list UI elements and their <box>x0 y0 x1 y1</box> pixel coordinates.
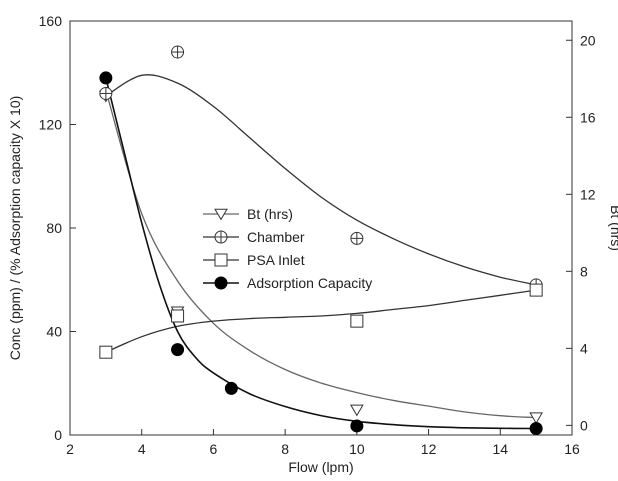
x-tick-label: 4 <box>138 441 146 457</box>
y-left-tick-label: 0 <box>54 427 62 443</box>
y-right-tick-label: 0 <box>580 417 588 433</box>
y-left-tick-label: 120 <box>39 117 63 133</box>
y-axis-left-title: Conc (ppm) / (% Adsorption capacity X 10… <box>7 96 23 361</box>
legend-marker <box>214 230 228 244</box>
data-point-series-3 <box>350 419 364 433</box>
plot-frame <box>69 20 573 436</box>
legend-label: PSA Inlet <box>247 252 305 268</box>
x-tick-label: 2 <box>66 441 74 457</box>
x-axis-title: Flow (lpm) <box>288 459 353 475</box>
data-point-series-2 <box>529 283 543 297</box>
x-tick-label: 16 <box>564 441 580 457</box>
y-right-tick-label: 8 <box>580 263 588 279</box>
data-point-series-3 <box>224 381 238 395</box>
data-point-series-2 <box>99 345 113 359</box>
y-left-tick-label: 80 <box>46 220 62 236</box>
data-point-series-3 <box>171 343 185 357</box>
series-curve-1 <box>105 74 537 286</box>
legend-label: Adsorption Capacity <box>247 275 372 291</box>
series-curve-2 <box>105 289 537 353</box>
legend-label: Chamber <box>247 229 305 245</box>
data-point-series-1 <box>99 86 113 100</box>
y-right-tick-label: 4 <box>580 340 588 356</box>
y-axis-right-title: Bt (hrs) <box>608 205 618 251</box>
data-point-series-0 <box>349 404 364 417</box>
x-tick-label: 10 <box>349 441 365 457</box>
data-point-series-0 <box>529 412 544 425</box>
series-curve-0 <box>105 90 537 419</box>
data-point-series-2 <box>171 309 185 323</box>
series-curve-3 <box>105 77 537 430</box>
legend-label: Bt (hrs) <box>247 206 293 222</box>
data-point-series-3 <box>529 422 543 436</box>
y-right-tick-label: 16 <box>580 109 596 125</box>
legend-marker <box>214 276 228 290</box>
legend-marker <box>214 253 228 267</box>
y-right-tick-label: 12 <box>580 186 596 202</box>
y-left-tick-label: 160 <box>39 13 63 29</box>
data-point-series-3 <box>99 71 113 85</box>
data-point-series-1 <box>350 231 364 245</box>
x-tick-label: 6 <box>210 441 218 457</box>
y-left-tick-label: 40 <box>46 324 62 340</box>
legend-marker <box>214 208 228 221</box>
data-point-series-2 <box>350 314 364 328</box>
x-tick-label: 14 <box>492 441 508 457</box>
data-point-series-1 <box>171 45 185 59</box>
x-tick-label: 12 <box>421 441 437 457</box>
x-tick-label: 8 <box>281 441 289 457</box>
y-right-tick-label: 20 <box>580 32 596 48</box>
